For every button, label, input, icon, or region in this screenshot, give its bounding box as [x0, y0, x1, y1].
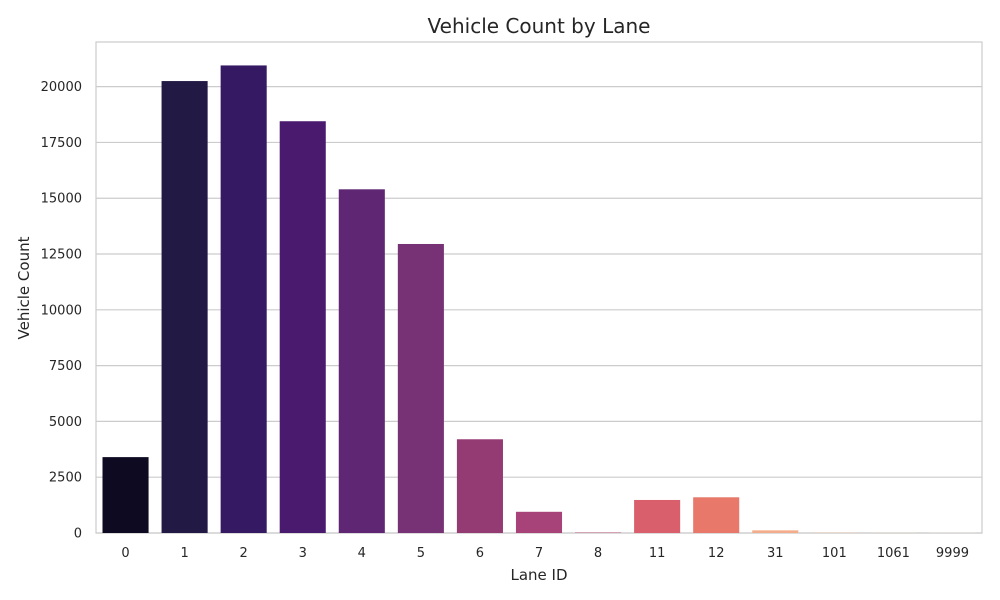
y-tick-label: 20000	[41, 80, 82, 95]
x-tick-label: 3	[299, 546, 307, 561]
y-tick-label: 0	[74, 527, 82, 542]
x-tick-label: 4	[358, 546, 366, 561]
y-tick-labels: 0 2500 5000 7500 10000 12500 15000 17500 20000	[41, 80, 82, 541]
x-tick-labels: 0 1 2 3 4 5 6 7 8 11 12 31 101 1061 9999	[121, 546, 969, 561]
y-tick-label: 5000	[49, 415, 82, 430]
y-tick-label: 17500	[41, 136, 82, 151]
x-tick-label: 12	[708, 546, 725, 561]
bar-lane-4	[338, 189, 385, 534]
x-tick-label: 5	[417, 546, 425, 561]
y-tick-label: 12500	[41, 248, 82, 263]
x-tick-label: 7	[535, 546, 543, 561]
y-tick-label: 7500	[49, 359, 82, 374]
x-tick-label: 8	[594, 546, 602, 561]
bar-lane-2	[220, 65, 267, 534]
x-tick-label: 6	[476, 546, 484, 561]
chart-title: Vehicle Count by Lane	[428, 14, 651, 38]
x-tick-label: 0	[121, 546, 129, 561]
y-axis-label: Vehicle Count	[15, 236, 33, 339]
x-tick-label: 9999	[936, 546, 969, 561]
x-tick-label: 2	[240, 546, 248, 561]
y-tick-label: 10000	[41, 303, 82, 318]
bar-lane-0	[102, 457, 149, 533]
bar-lane-3	[279, 121, 326, 533]
bar-lane-12	[693, 497, 740, 533]
bar-lane-7	[515, 511, 563, 533]
y-tick-label: 2500	[49, 471, 82, 486]
x-tick-label: 101	[822, 546, 847, 561]
x-tick-label: 31	[767, 546, 784, 561]
x-axis-label: Lane ID	[510, 566, 567, 584]
y-tick-label: 15000	[41, 192, 82, 207]
bars	[102, 65, 976, 534]
bar-lane-11	[634, 499, 681, 533]
x-tick-label: 11	[649, 546, 666, 561]
bar-lane-6	[456, 439, 503, 533]
x-tick-label: 1	[180, 546, 188, 561]
bar-lane-1	[161, 81, 208, 533]
x-tick-label: 1061	[877, 546, 910, 561]
bar-lane-5	[397, 243, 444, 533]
bar-lane-31	[752, 530, 799, 533]
